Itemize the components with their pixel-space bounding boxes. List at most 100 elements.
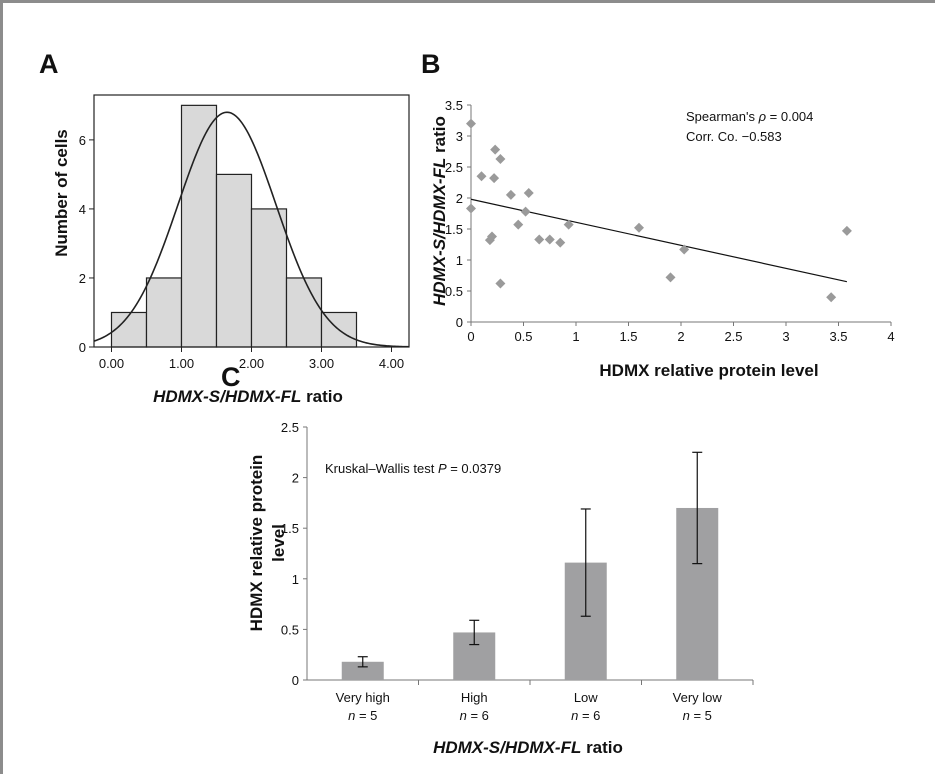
panel-c-bar-chart: 0 0.5 1 1.5 2 2.5 Very high n = 5 High n = 6 Low n… [247, 420, 754, 757]
panel-b-x-tick-label-0: 0 [467, 329, 474, 344]
panel-b-x-axis-title: HDMX relative protein level [599, 361, 818, 380]
panel-c-y-tick-label-4: 2 [292, 471, 299, 486]
category-n-value-3: = 5 [690, 708, 712, 723]
figure-canvas: A B C 0.00 1.00 2.00 3.00 4.00 0 2 4 6 Number o… [39, 49, 895, 757]
panel-c-x-axis-title-rest: ratio [581, 738, 623, 757]
panel-a-y-tick-label-2: 4 [79, 202, 86, 217]
category-n-symbol-1: n [460, 708, 467, 723]
panel-a-letter: A [39, 49, 59, 79]
category-n-value-1: = 6 [467, 708, 489, 723]
panel-b-scatter: 0 0.5 1 1.5 2 2.5 3 3.5 4 0 0.5 1 1.5 2 2.5 3 3.5 Spear… [430, 98, 895, 380]
panel-b-y-axis-title: HDMX-S/HDMX-FL ratio [430, 116, 449, 306]
histogram-bar-5 [285, 277, 323, 348]
panel-b-x-tick-label-1: 0.5 [514, 329, 532, 344]
panel-b-y-tick-label-6: 3 [456, 129, 463, 144]
category-n-0: n = 5 [348, 708, 377, 723]
trendline [470, 198, 848, 283]
panel-b-y-axis-title-italic: HDMX-S/HDMX-FL [430, 158, 449, 306]
spearman-rho: ρ [758, 109, 767, 124]
panel-c-y-axis-title-line2: level [269, 524, 288, 562]
panel-c-y-axis-title-line1: HDMX relative protein [247, 455, 266, 632]
panel-c-y-tick-label-1: 0.5 [281, 622, 299, 637]
category-label-2: Low [574, 690, 598, 705]
scatter-point-13 [534, 234, 545, 245]
category-n-1: n = 6 [460, 708, 489, 723]
panel-c-y-tick-label-2: 1 [292, 572, 299, 587]
scatter-point-16 [563, 219, 574, 230]
panel-c-x-axis-title-italic: HDMX-S/HDMX-FL [433, 738, 581, 757]
panel-a-x-tick-label-1: 1.00 [169, 356, 194, 371]
scatter-point-11 [520, 206, 531, 217]
category-n-value-0: = 5 [355, 708, 377, 723]
panel-c-y-tick-label-5: 2.5 [281, 420, 299, 435]
panel-c-y-tick-label-0: 0 [292, 673, 299, 688]
scatter-point-18 [665, 272, 676, 283]
scatter-point-12 [523, 188, 534, 199]
panel-c-x-axis-title: HDMX-S/HDMX-FL ratio [433, 738, 623, 757]
panel-b-y-tick-label-0: 0 [456, 315, 463, 330]
panel-b-x-tick-label-3: 1.5 [619, 329, 637, 344]
scatter-point-20 [826, 292, 837, 303]
panel-a-x-tick-label-2: 2.00 [239, 356, 264, 371]
scatter-point-5 [489, 173, 500, 184]
kruskal-prefix: Kruskal–Wallis test [325, 461, 438, 476]
normal-distribution-curve [93, 111, 410, 348]
category-label-3: Very low [673, 690, 723, 705]
panel-b-letter: B [421, 49, 441, 79]
panel-a-y-axis-title: Number of cells [52, 129, 71, 257]
panel-a-x-tick-label-0: 0.00 [99, 356, 124, 371]
scatter-point-2 [476, 171, 487, 182]
scatter-point-8 [495, 278, 506, 289]
scatter-point-9 [505, 189, 516, 200]
panel-b-y-tick-label-3: 1.5 [445, 222, 463, 237]
panel-b-x-tick-label-7: 3.5 [829, 329, 847, 344]
panel-c-y-tick-label-3: 1.5 [281, 521, 299, 536]
kruskal-wallis-annotation: Kruskal–Wallis test P = 0.0379 [325, 461, 501, 476]
category-n-symbol-0: n [348, 708, 355, 723]
scatter-point-7 [495, 153, 506, 164]
panel-a-x-tick-label-3: 3.00 [309, 356, 334, 371]
panel-a-x-axis-title-rest: ratio [301, 387, 343, 406]
scatter-point-15 [555, 237, 566, 248]
scatter-point-0 [466, 118, 476, 129]
panel-a-y-tick-label-0: 0 [79, 340, 86, 355]
spearman-value: = 0.004 [766, 109, 813, 124]
spearman-prefix: Spearman's [686, 109, 759, 124]
scatter-point-21 [841, 225, 852, 236]
panel-b-y-tick-label-7: 3.5 [445, 98, 463, 113]
category-n-3: n = 5 [683, 708, 712, 723]
panel-b-y-tick-label-1: 0.5 [445, 284, 463, 299]
scatter-point-6 [490, 144, 501, 155]
category-n-symbol-2: n [571, 708, 578, 723]
kruskal-p-symbol: P [438, 461, 447, 476]
panel-b-x-tick-label-5: 2.5 [724, 329, 742, 344]
panel-b-y-tick-label-4: 2 [456, 191, 463, 206]
panel-b-y-axis-title-rest: ratio [430, 116, 449, 158]
scatter-point-1 [466, 203, 476, 214]
panel-a-x-axis-title-italic: HDMX-S/HDMX-FL [153, 387, 301, 406]
scatter-point-19 [679, 244, 690, 255]
histogram-bar-2 [180, 104, 218, 348]
scatter-point-17 [634, 222, 644, 233]
panel-a-histogram: 0.00 1.00 2.00 3.00 4.00 0 2 4 6 Number of cell… [52, 94, 410, 406]
panel-a-x-tick-label-4: 4.00 [379, 356, 404, 371]
panel-b-y-tick-label-5: 2.5 [445, 160, 463, 175]
category-n-symbol-3: n [683, 708, 690, 723]
panel-a-y-tick-label-1: 2 [79, 271, 86, 286]
panel-b-x-tick-label-8: 4 [887, 329, 894, 344]
scatter-point-10 [513, 219, 524, 230]
category-n-value-2: = 6 [578, 708, 600, 723]
scatter-point-14 [544, 234, 555, 245]
spearman-annotation: Spearman's ρ = 0.004 [686, 109, 813, 124]
kruskal-value: = 0.0379 [447, 461, 502, 476]
panel-a-x-axis-title: HDMX-S/HDMX-FL ratio [153, 387, 343, 406]
histogram-bar-1 [145, 277, 183, 348]
correlation-annotation: Corr. Co. −0.583 [686, 129, 782, 144]
category-n-2: n = 6 [571, 708, 600, 723]
panel-b-y-tick-label-2: 1 [456, 253, 463, 268]
panel-c-letter: C [221, 362, 241, 392]
category-label-1: High [461, 690, 488, 705]
panel-b-x-tick-label-4: 2 [677, 329, 684, 344]
panel-b-x-tick-label-6: 3 [782, 329, 789, 344]
